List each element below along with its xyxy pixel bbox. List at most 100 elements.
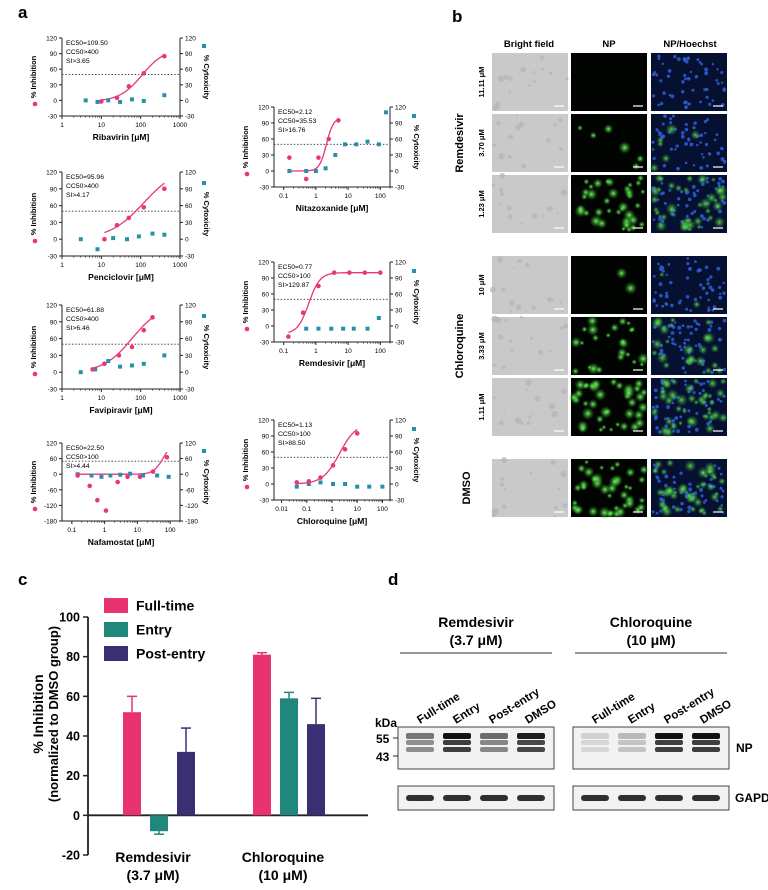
- cytotoxicity-point: [351, 326, 356, 331]
- bright-field-texture: [514, 417, 522, 425]
- hoechst-nucleus: [691, 88, 695, 92]
- hoechst-nucleus: [717, 466, 721, 470]
- hoechst-nucleus: [665, 273, 668, 277]
- bright-field-image: [492, 317, 568, 375]
- merge-np-signal: [658, 391, 669, 402]
- np-band: [406, 747, 434, 752]
- bright-field-texture: [553, 122, 557, 127]
- category-label: Chloroquine: [242, 849, 325, 865]
- ec50-annotation: EC50=1.13: [278, 422, 312, 429]
- bright-field-texture: [508, 76, 513, 81]
- hoechst-nucleus: [660, 182, 664, 185]
- bright-field-texture: [534, 395, 541, 402]
- inhibition-point: [164, 455, 170, 460]
- np-signal: [603, 123, 614, 134]
- bright-field-texture: [499, 172, 506, 179]
- bright-field-texture: [515, 304, 522, 310]
- bright-field-image: [492, 53, 568, 111]
- merge-np-signal: [707, 214, 714, 222]
- ec50-annotation: EC50=109.50: [66, 40, 108, 47]
- np-signal: [581, 187, 591, 197]
- x-tick-label: 1000: [173, 395, 188, 402]
- merge-np-signal: [667, 181, 676, 191]
- y-tick-label-right: 90: [185, 319, 193, 326]
- hoechst-nucleus: [658, 282, 663, 287]
- np-signal: [634, 417, 646, 429]
- inhibition-point: [126, 215, 132, 221]
- hoechst-nucleus: [687, 102, 691, 106]
- hoechst-nucleus: [718, 176, 722, 181]
- hoechst-nucleus: [684, 161, 688, 165]
- cytotoxicity-point: [162, 93, 167, 98]
- dose-response-chloroquine: -30 0 30 60 90 120 -30 0 30 60 90 120 0.01 0.1 1 10 100 C…: [241, 418, 421, 527]
- hoechst-nucleus: [718, 295, 723, 300]
- np-signal: [625, 320, 632, 326]
- hoechst-nucleus: [702, 156, 705, 159]
- panel-label-c: c: [18, 570, 27, 589]
- ec50-annotation: EC50=22.50: [66, 445, 104, 452]
- bright-field-texture: [560, 388, 567, 395]
- hoechst-nucleus: [710, 288, 715, 292]
- hoechst-nucleus: [666, 405, 670, 410]
- inhibition-point: [336, 118, 341, 123]
- y-tick-label-right: 60: [185, 456, 193, 463]
- hoechst-nucleus: [659, 101, 664, 106]
- hoechst-nucleus: [699, 382, 703, 386]
- bright-field-texture: [557, 211, 560, 214]
- hoechst-nucleus: [687, 430, 691, 433]
- np-band-label: NP: [736, 741, 753, 755]
- hoechst-nucleus: [709, 275, 713, 279]
- ec50-annotation: SI>4.44: [66, 463, 90, 470]
- inhibition-point: [75, 473, 80, 478]
- inhibition-point: [125, 474, 130, 480]
- hoechst-nucleus: [715, 133, 719, 137]
- np-band: [406, 733, 434, 739]
- np-signal: [587, 398, 599, 410]
- hoechst-nucleus: [698, 391, 702, 395]
- bright-field-texture: [559, 326, 564, 330]
- drug-label: DMSO: [461, 471, 473, 504]
- merge-np-signal: [684, 490, 695, 502]
- merge-image: [651, 256, 727, 314]
- hoechst-nucleus: [707, 298, 710, 302]
- hoechst-nucleus: [686, 257, 690, 260]
- bright-field-texture: [498, 420, 504, 426]
- merge-np-signal: [675, 393, 688, 407]
- hoechst-nucleus: [681, 356, 685, 360]
- y-axis-label-right: % Cytoxicity: [202, 55, 211, 100]
- inhibition-point: [362, 270, 368, 275]
- hoechst-nucleus: [651, 140, 655, 144]
- np-image: [571, 53, 647, 111]
- y-tick-label-left: 0: [53, 237, 57, 244]
- y-axis-label-left: % Inhibition: [241, 438, 250, 481]
- hoechst-nucleus: [655, 73, 659, 77]
- cytotoxicity-point: [306, 482, 311, 486]
- cytotoxicity-point: [304, 326, 309, 331]
- dose-label: 1.11 μM: [477, 393, 486, 420]
- np-signal: [634, 202, 642, 210]
- hoechst-nucleus: [652, 299, 656, 303]
- hoechst-nucleus: [678, 331, 682, 335]
- cytotoxicity-point: [106, 359, 111, 363]
- merge-np-signal: [655, 219, 668, 232]
- gapdh-band-label: GAPDH: [735, 791, 768, 805]
- y-tick-label-right: 120: [395, 260, 406, 267]
- inhibition-point: [287, 155, 292, 160]
- hoechst-nucleus: [699, 283, 703, 287]
- hoechst-nucleus: [720, 157, 725, 162]
- kda-label: kDa: [375, 716, 397, 730]
- bright-field-texture: [496, 121, 501, 126]
- hoechst-nucleus: [719, 472, 723, 476]
- hoechst-nucleus: [683, 100, 687, 105]
- merge-np-signal: [696, 173, 709, 186]
- cytotoxicity-legend-marker: [202, 449, 206, 453]
- hoechst-nucleus: [686, 76, 691, 81]
- hoechst-nucleus: [673, 343, 677, 346]
- hoechst-nucleus: [712, 305, 717, 309]
- bright-field-texture: [520, 66, 527, 73]
- bright-field-texture: [529, 471, 532, 475]
- np-band: [655, 733, 683, 739]
- y-tick-label-right: 90: [185, 51, 193, 58]
- hoechst-nucleus: [679, 348, 683, 352]
- hoechst-nucleus: [705, 95, 709, 99]
